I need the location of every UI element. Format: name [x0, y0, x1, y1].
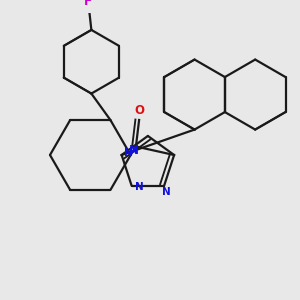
Text: N: N: [129, 144, 139, 157]
Text: N: N: [162, 187, 171, 197]
Text: O: O: [134, 104, 144, 117]
Text: N: N: [124, 148, 132, 158]
Text: N: N: [135, 182, 143, 192]
Text: F: F: [84, 0, 92, 8]
